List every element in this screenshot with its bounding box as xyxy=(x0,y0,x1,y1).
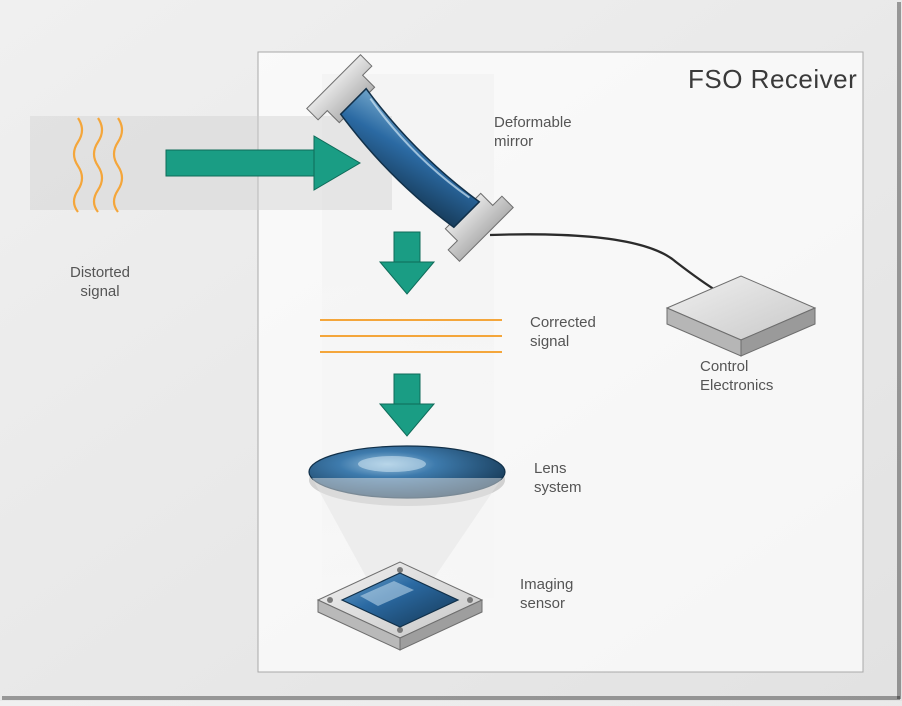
title: FSO Receiver xyxy=(688,64,857,95)
diagram-svg xyxy=(0,0,902,701)
label-distorted: Distortedsignal xyxy=(70,264,130,302)
shadow-bottom xyxy=(2,696,900,700)
diagram-stage: FSO Receiver Distortedsignal Deformablem… xyxy=(0,0,902,701)
label-corrected: Correctedsignal xyxy=(530,314,596,352)
label-lens: Lenssystem xyxy=(534,460,582,498)
label-sensor: Imagingsensor xyxy=(520,576,573,614)
label-electronics: ControlElectronics xyxy=(700,358,773,396)
label-mirror: Deformablemirror xyxy=(494,114,572,152)
shadow-right xyxy=(897,2,901,699)
